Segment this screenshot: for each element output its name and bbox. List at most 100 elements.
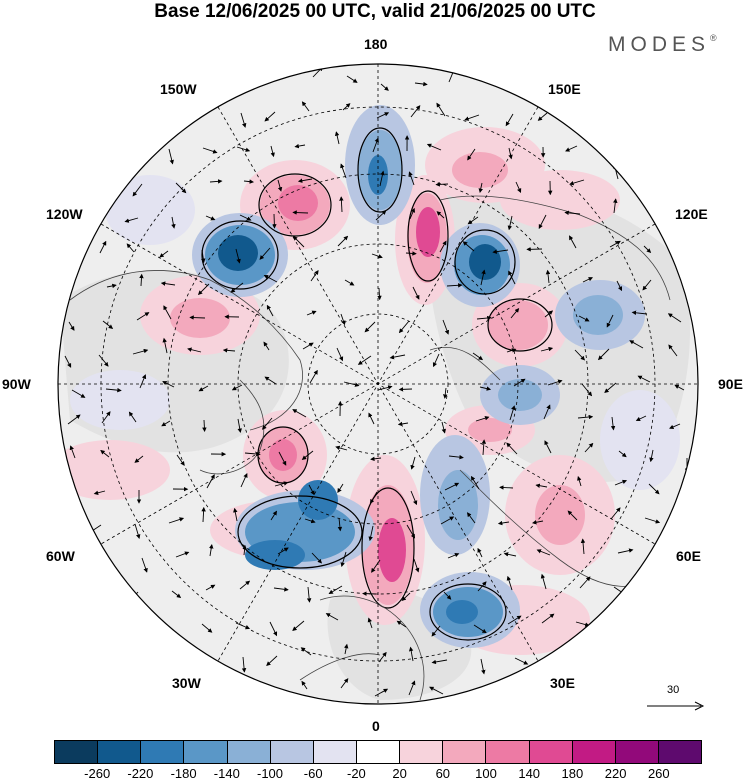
wind-vector — [339, 196, 344, 213]
wind-vector — [429, 686, 444, 695]
wind-vector — [667, 313, 682, 323]
wind-vector — [201, 249, 206, 264]
wind-vector — [540, 346, 554, 352]
wind-vector — [409, 207, 415, 220]
wind-vector — [337, 483, 344, 493]
colorbar-segment — [486, 741, 530, 763]
colorbar-segment — [658, 741, 702, 763]
wind-vector — [357, 355, 372, 365]
wind-vector — [577, 414, 594, 420]
wind-vector — [377, 385, 393, 391]
wind-vector — [270, 145, 275, 158]
wind-vector — [436, 102, 446, 117]
wind-vector — [481, 439, 487, 456]
colorbar-segment — [443, 741, 487, 763]
colorbar-tick-label: -60 — [303, 766, 323, 781]
wind-vector — [141, 557, 148, 573]
wind-vector — [266, 655, 278, 667]
wind-vector — [340, 163, 347, 179]
wind-vector — [509, 405, 516, 421]
wind-vector — [106, 283, 117, 289]
wind-vector — [397, 421, 409, 427]
wind-vector — [93, 490, 106, 495]
colorbar — [54, 740, 702, 764]
brand-name: MODES — [608, 33, 711, 56]
wind-vector — [202, 147, 218, 154]
wind-vector — [532, 520, 544, 525]
wind-vector — [544, 440, 552, 454]
lon-label-150w: 150W — [160, 81, 197, 97]
wind-vector — [136, 312, 150, 321]
wind-vector — [201, 623, 213, 633]
wind-vector — [580, 538, 586, 555]
wind-vector — [270, 510, 277, 521]
wind-vector — [635, 415, 647, 421]
map-border — [57, 63, 699, 705]
wind-vector — [175, 182, 187, 194]
wind-vector — [610, 416, 616, 431]
wind-vector — [100, 449, 110, 458]
wind-vector — [301, 450, 314, 460]
wind-vector — [514, 657, 529, 665]
wind-vector — [431, 625, 441, 637]
wind-vector — [606, 314, 614, 328]
wind-vector — [647, 207, 661, 213]
wind-vector — [263, 341, 270, 351]
wind-vector — [477, 581, 487, 592]
wind-vector — [479, 386, 492, 391]
wind-vector — [541, 613, 555, 624]
wind-vector — [240, 112, 247, 128]
wind-vector — [205, 584, 216, 591]
colorbar-segment — [98, 741, 142, 763]
wind-vector — [362, 591, 377, 596]
wind-vector — [277, 179, 283, 192]
wind-vector — [426, 143, 442, 151]
wind-vector — [160, 281, 176, 286]
wind-vector — [69, 445, 76, 459]
colorbar-tick-label: 60 — [435, 766, 451, 781]
colorbar-tick-label: -100 — [256, 766, 284, 781]
wind-vector — [544, 310, 554, 318]
wind-vector — [513, 378, 526, 387]
wind-vector — [631, 310, 648, 316]
wind-vector — [206, 474, 215, 489]
wind-vector — [162, 337, 168, 354]
wind-vector — [262, 417, 273, 430]
brand-logo: MODES® — [608, 33, 717, 57]
colorbar-segment — [313, 741, 357, 763]
wind-vector — [98, 354, 109, 367]
lon-label-30e: 30E — [550, 675, 575, 691]
wind-vector — [431, 659, 448, 665]
wind-vector — [408, 646, 414, 662]
wind-vector — [669, 423, 681, 429]
lon-label-150e: 150E — [548, 81, 581, 97]
wind-vector — [629, 340, 644, 349]
wind-vector — [396, 620, 407, 628]
wind-vector — [507, 215, 513, 231]
colorbar-tick-label: 100 — [475, 766, 497, 781]
wind-vector — [240, 472, 248, 488]
wind-vector — [567, 510, 578, 521]
wind-vector — [547, 379, 563, 386]
lon-label-30w: 30W — [172, 675, 201, 691]
wind-vector — [371, 559, 381, 573]
wind-vector — [306, 586, 312, 603]
colorbar-tick-label: -220 — [127, 766, 154, 781]
wind-vector — [159, 250, 169, 258]
wind-vector — [201, 506, 206, 523]
wind-vector — [209, 544, 214, 557]
wind-vector — [508, 270, 516, 285]
wind-vector — [187, 347, 202, 353]
wind-vector — [610, 507, 621, 520]
wind-vector — [297, 178, 313, 183]
wind-vector — [68, 321, 75, 331]
wind-vector — [478, 182, 483, 193]
wind-vector — [300, 647, 312, 656]
lon-label-60e: 60E — [676, 548, 701, 564]
wind-vector — [410, 490, 418, 506]
wind-vector — [367, 617, 373, 629]
wind-vector — [294, 143, 306, 149]
wind-vector — [540, 573, 547, 590]
wind-vector — [346, 75, 358, 83]
